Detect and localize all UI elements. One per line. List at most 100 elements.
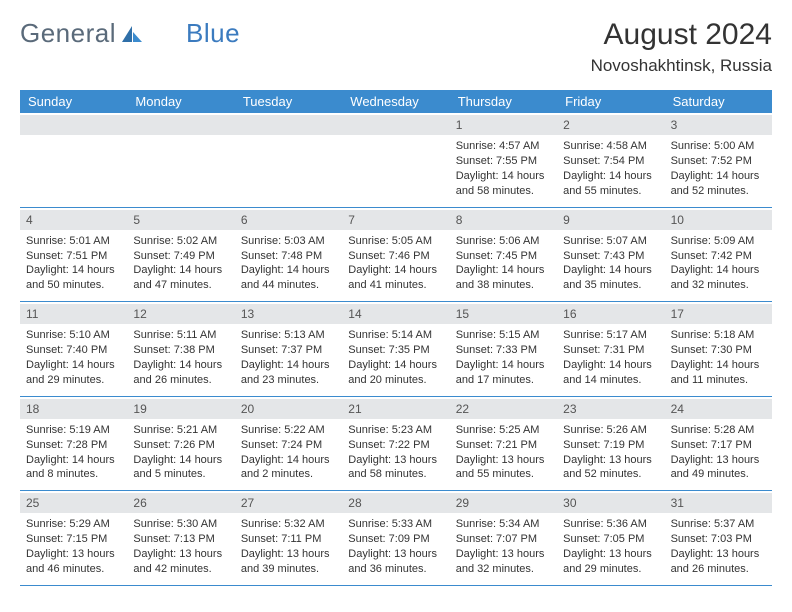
sunrise-text: Sunrise: 5:07 AM — [563, 234, 658, 249]
calendar-cell: 31Sunrise: 5:37 AMSunset: 7:03 PMDayligh… — [665, 491, 772, 586]
sunset-text: Sunset: 7:54 PM — [563, 154, 658, 169]
month-year-title: August 2024 — [591, 18, 772, 52]
daylight-text: Daylight: 14 hours and 20 minutes. — [348, 358, 443, 388]
day-number: 11 — [20, 304, 127, 324]
sunset-text: Sunset: 7:03 PM — [671, 532, 766, 547]
sunrise-text: Sunrise: 5:25 AM — [456, 423, 551, 438]
calendar-cell-empty — [127, 113, 234, 208]
calendar-cell: 9Sunrise: 5:07 AMSunset: 7:43 PMDaylight… — [557, 208, 664, 303]
sunrise-text: Sunrise: 5:28 AM — [671, 423, 766, 438]
day-number: 31 — [665, 493, 772, 513]
calendar-cell: 12Sunrise: 5:11 AMSunset: 7:38 PMDayligh… — [127, 302, 234, 397]
calendar-cell: 1Sunrise: 4:57 AMSunset: 7:55 PMDaylight… — [450, 113, 557, 208]
sunrise-text: Sunrise: 5:34 AM — [456, 517, 551, 532]
daylight-text: Daylight: 14 hours and 41 minutes. — [348, 263, 443, 293]
day-number: 8 — [450, 210, 557, 230]
day-number: 17 — [665, 304, 772, 324]
daylight-text: Daylight: 14 hours and 35 minutes. — [563, 263, 658, 293]
sunset-text: Sunset: 7:40 PM — [26, 343, 121, 358]
weekday-header: Sunday — [20, 90, 127, 113]
daylight-text: Daylight: 14 hours and 47 minutes. — [133, 263, 228, 293]
brand-part2: Blue — [186, 18, 240, 49]
calendar-cell: 24Sunrise: 5:28 AMSunset: 7:17 PMDayligh… — [665, 397, 772, 492]
sunrise-text: Sunrise: 5:00 AM — [671, 139, 766, 154]
calendar-cell-empty — [342, 113, 449, 208]
sunset-text: Sunset: 7:26 PM — [133, 438, 228, 453]
day-number: 21 — [342, 399, 449, 419]
sunrise-text: Sunrise: 5:32 AM — [241, 517, 336, 532]
calendar-cell: 4Sunrise: 5:01 AMSunset: 7:51 PMDaylight… — [20, 208, 127, 303]
day-number: 15 — [450, 304, 557, 324]
day-number: 7 — [342, 210, 449, 230]
sunrise-text: Sunrise: 5:03 AM — [241, 234, 336, 249]
sunset-text: Sunset: 7:49 PM — [133, 249, 228, 264]
sunrise-text: Sunrise: 5:22 AM — [241, 423, 336, 438]
brand-part1: General — [20, 18, 116, 49]
daylight-text: Daylight: 14 hours and 44 minutes. — [241, 263, 336, 293]
sunrise-text: Sunrise: 5:15 AM — [456, 328, 551, 343]
day-number: 29 — [450, 493, 557, 513]
sunset-text: Sunset: 7:38 PM — [133, 343, 228, 358]
sunrise-text: Sunrise: 5:06 AM — [456, 234, 551, 249]
weekday-header: Friday — [557, 90, 664, 113]
sunset-text: Sunset: 7:22 PM — [348, 438, 443, 453]
calendar-cell: 20Sunrise: 5:22 AMSunset: 7:24 PMDayligh… — [235, 397, 342, 492]
daylight-text: Daylight: 14 hours and 58 minutes. — [456, 169, 551, 199]
day-number: 4 — [20, 210, 127, 230]
sunset-text: Sunset: 7:51 PM — [26, 249, 121, 264]
sunset-text: Sunset: 7:24 PM — [241, 438, 336, 453]
weekday-header: Saturday — [665, 90, 772, 113]
sunset-text: Sunset: 7:33 PM — [456, 343, 551, 358]
calendar-cell: 18Sunrise: 5:19 AMSunset: 7:28 PMDayligh… — [20, 397, 127, 492]
sunrise-text: Sunrise: 5:10 AM — [26, 328, 121, 343]
sunrise-text: Sunrise: 5:01 AM — [26, 234, 121, 249]
sunset-text: Sunset: 7:17 PM — [671, 438, 766, 453]
sunrise-text: Sunrise: 5:33 AM — [348, 517, 443, 532]
calendar-cell: 8 Sunrise: 5:06 AMSunset: 7:45 PMDaylight… — [450, 208, 557, 303]
weekday-header-row: Sunday Monday Tuesday Wednesday Thursday… — [20, 90, 772, 113]
sunset-text: Sunset: 7:43 PM — [563, 249, 658, 264]
daylight-text: Daylight: 13 hours and 26 minutes. — [671, 547, 766, 577]
daylight-text: Daylight: 14 hours and 55 minutes. — [563, 169, 658, 199]
daylight-text: Daylight: 13 hours and 52 minutes. — [563, 453, 658, 483]
daylight-text: Daylight: 13 hours and 42 minutes. — [133, 547, 228, 577]
sunset-text: Sunset: 7:13 PM — [133, 532, 228, 547]
day-number: 1 — [450, 115, 557, 135]
sunset-text: Sunset: 7:05 PM — [563, 532, 658, 547]
sunrise-text: Sunrise: 5:11 AM — [133, 328, 228, 343]
day-number: 2 — [557, 115, 664, 135]
sunset-text: Sunset: 7:42 PM — [671, 249, 766, 264]
weekday-header: Tuesday — [235, 90, 342, 113]
calendar-cell: 11Sunrise: 5:10 AMSunset: 7:40 PMDayligh… — [20, 302, 127, 397]
calendar-cell: 23Sunrise: 5:26 AMSunset: 7:19 PMDayligh… — [557, 397, 664, 492]
day-number: 23 — [557, 399, 664, 419]
daylight-text: Daylight: 14 hours and 52 minutes. — [671, 169, 766, 199]
logo-sail-icon — [120, 24, 144, 44]
day-number: 28 — [342, 493, 449, 513]
daylight-text: Daylight: 14 hours and 32 minutes. — [671, 263, 766, 293]
calendar-cell: 10Sunrise: 5:09 AMSunset: 7:42 PMDayligh… — [665, 208, 772, 303]
calendar-cell: 27Sunrise: 5:32 AMSunset: 7:11 PMDayligh… — [235, 491, 342, 586]
sunset-text: Sunset: 7:48 PM — [241, 249, 336, 264]
sunset-text: Sunset: 7:45 PM — [456, 249, 551, 264]
sunset-text: Sunset: 7:52 PM — [671, 154, 766, 169]
calendar-cell: 30Sunrise: 5:36 AMSunset: 7:05 PMDayligh… — [557, 491, 664, 586]
sunrise-text: Sunrise: 5:23 AM — [348, 423, 443, 438]
sunrise-text: Sunrise: 5:30 AM — [133, 517, 228, 532]
sunrise-text: Sunrise: 5:13 AM — [241, 328, 336, 343]
daylight-text: Daylight: 14 hours and 38 minutes. — [456, 263, 551, 293]
calendar-grid: 1Sunrise: 4:57 AMSunset: 7:55 PMDaylight… — [20, 113, 772, 586]
sunset-text: Sunset: 7:07 PM — [456, 532, 551, 547]
daylight-text: Daylight: 13 hours and 55 minutes. — [456, 453, 551, 483]
sunset-text: Sunset: 7:37 PM — [241, 343, 336, 358]
day-number: 24 — [665, 399, 772, 419]
sunrise-text: Sunrise: 5:14 AM — [348, 328, 443, 343]
day-number: 30 — [557, 493, 664, 513]
calendar-cell: 2Sunrise: 4:58 AMSunset: 7:54 PMDaylight… — [557, 113, 664, 208]
day-number: 3 — [665, 115, 772, 135]
daylight-text: Daylight: 13 hours and 32 minutes. — [456, 547, 551, 577]
calendar-cell: 3 Sunrise: 5:00 AMSunset: 7:52 PMDaylight… — [665, 113, 772, 208]
daylight-text: Daylight: 14 hours and 2 minutes. — [241, 453, 336, 483]
calendar-cell-empty — [20, 113, 127, 208]
calendar-cell: 21Sunrise: 5:23 AMSunset: 7:22 PMDayligh… — [342, 397, 449, 492]
